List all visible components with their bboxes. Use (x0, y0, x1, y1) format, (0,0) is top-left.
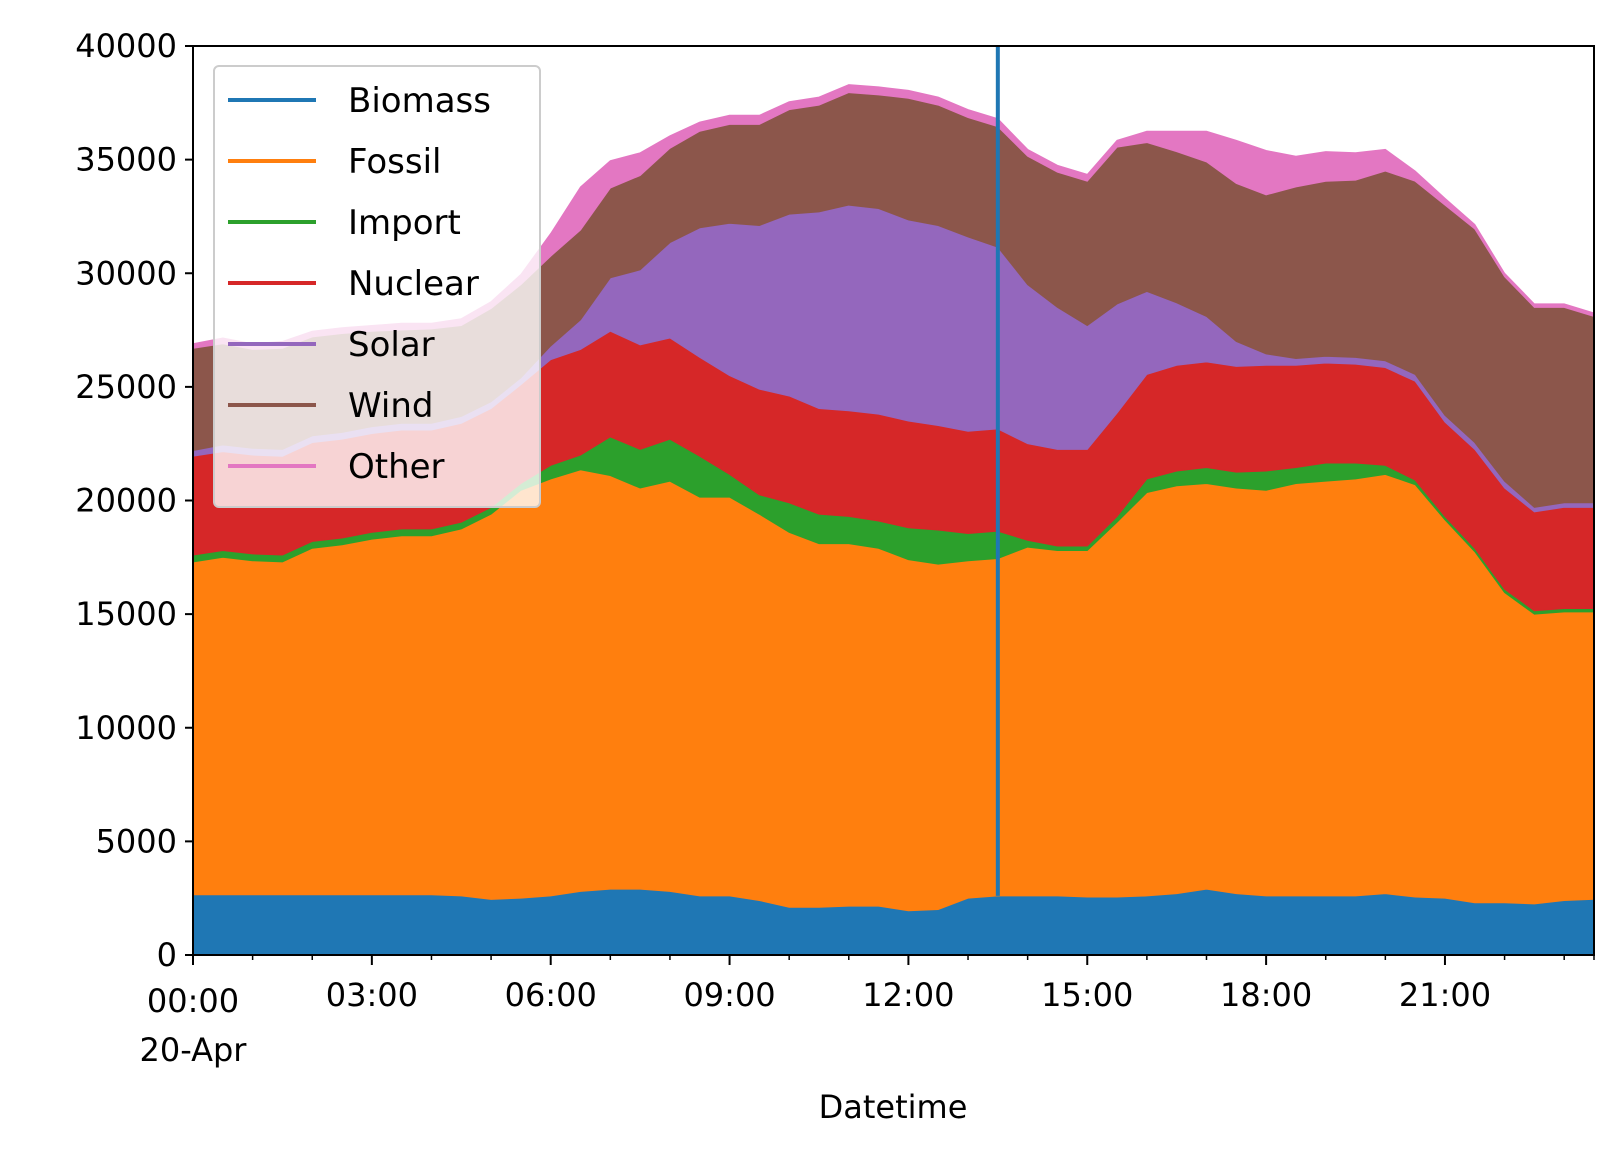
legend: Biomass Fossil Import Nuclear Solar Wind Other (213, 65, 541, 508)
y-tick-label: 0 (157, 936, 177, 974)
legend-label-biomass: Biomass (348, 81, 491, 121)
x-tick-label: 06:00 (505, 976, 597, 1014)
legend-label-solar: Solar (348, 325, 435, 365)
y-tick-label: 25000 (75, 368, 177, 406)
x-tick-label: 12:00 (862, 976, 954, 1014)
area-layers (192, 84, 1595, 956)
y-tick-label: 10000 (75, 709, 177, 747)
y-tick-label: 15000 (75, 595, 177, 633)
x-tick-label: 21:00 (1399, 976, 1491, 1014)
y-tick-label: 5000 (96, 822, 177, 860)
x-tick-sublabel: 20-Apr (140, 1031, 248, 1069)
x-tick-label: 09:00 (683, 976, 775, 1014)
x-tick-label: 03:00 (326, 976, 418, 1014)
legend-label-import: Import (348, 203, 461, 243)
x-tick-label: 18:00 (1220, 976, 1312, 1014)
legend-label-other: Other (348, 447, 445, 487)
x-axis-title: Datetime (819, 1088, 968, 1126)
legend-label-nuclear: Nuclear (348, 264, 479, 304)
y-axis: 0 5000 10000 15000 20000 25000 30000 35000 40000 (75, 27, 193, 974)
y-tick-label: 20000 (75, 482, 177, 520)
y-tick-label: 40000 (75, 27, 177, 65)
x-axis: 00:00 20-Apr 03:00 06:00 09:00 12:00 15:00 18:0… (140, 955, 1595, 1069)
x-tick-label: 00:00 (147, 982, 239, 1020)
legend-box (213, 65, 541, 508)
y-tick-label: 35000 (75, 141, 177, 179)
x-tick-label: 15:00 (1041, 976, 1133, 1014)
legend-label-fossil: Fossil (348, 142, 441, 182)
y-tick-label: 30000 (75, 254, 177, 292)
legend-label-wind: Wind (348, 386, 433, 426)
